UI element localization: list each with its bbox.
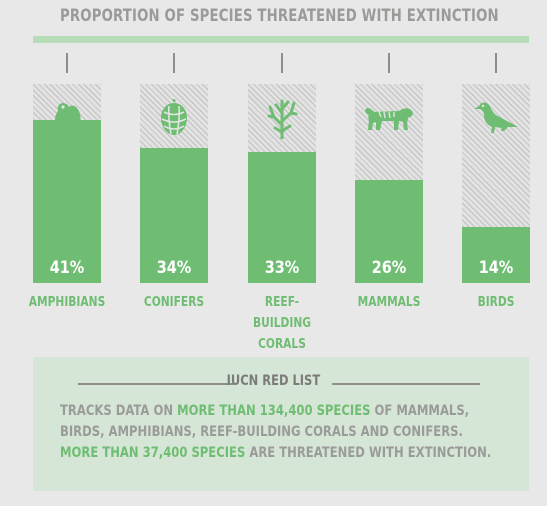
bar: 33% — [248, 152, 316, 283]
bar-tick — [388, 53, 390, 73]
coral-icon — [248, 92, 316, 142]
bar-value-label: 26% — [371, 258, 407, 278]
bar-tick — [281, 53, 283, 73]
panel-rule-right — [332, 383, 480, 385]
tiger-icon — [355, 92, 423, 142]
panel-line-1-highlight: MORE THAN 134,400 SPECIES — [177, 403, 371, 419]
bar-track: 26% — [355, 84, 423, 283]
pinecone-icon — [140, 92, 208, 142]
bar-value-label: 34% — [156, 258, 192, 278]
info-panel — [33, 357, 529, 491]
bar: 14% — [462, 227, 530, 283]
category-label: MAMMALS — [357, 295, 421, 310]
bar-track: 41% — [33, 84, 101, 283]
chart-title: PROPORTION OF SPECIES THREATENED WITH EX… — [60, 6, 499, 26]
panel-line-1-tail: OF MAMMALS, — [370, 403, 470, 419]
category-label: BIRDS — [477, 295, 515, 310]
category-label: CONIFERS — [143, 295, 205, 310]
panel-line-3-highlight: MORE THAN 37,400 SPECIES — [60, 445, 246, 461]
bar-track: 34% — [140, 84, 208, 283]
panel-line-3-tail: ARE THREATENED WITH EXTINCTION. — [245, 445, 492, 461]
bar: 34% — [140, 148, 208, 283]
title-underline — [33, 36, 529, 43]
bar-value-label: 14% — [478, 258, 514, 278]
panel-rule-left — [78, 383, 234, 385]
bar: 26% — [355, 180, 423, 283]
panel-line-1: TRACKS DATA ON MORE THAN 134,400 SPECIES… — [60, 401, 469, 422]
panel-body: TRACKS DATA ON MORE THAN 134,400 SPECIES… — [60, 401, 491, 464]
panel-line-2: BIRDS, AMPHIBIANS, REEF-BUILDING CORALS … — [60, 424, 463, 440]
category-label: AMPHIBIANS — [28, 295, 106, 310]
bar-tick — [173, 53, 175, 73]
bar-value-label: 41% — [49, 258, 85, 278]
panel-heading: IUCN RED LIST — [226, 373, 321, 389]
bar-value-label: 33% — [264, 258, 300, 278]
bar-track: 33% — [248, 84, 316, 283]
bar: 41% — [33, 120, 101, 283]
bar-track: 14% — [462, 84, 530, 283]
panel-line-1-text: TRACKS DATA ON — [60, 403, 178, 419]
bar-tick — [66, 53, 68, 73]
category-label: REEF-BUILDING CORALS — [252, 295, 312, 352]
panel-line-3: MORE THAN 37,400 SPECIES ARE THREATENED … — [60, 443, 491, 464]
bird-icon — [462, 92, 530, 142]
bar-tick — [495, 53, 497, 73]
